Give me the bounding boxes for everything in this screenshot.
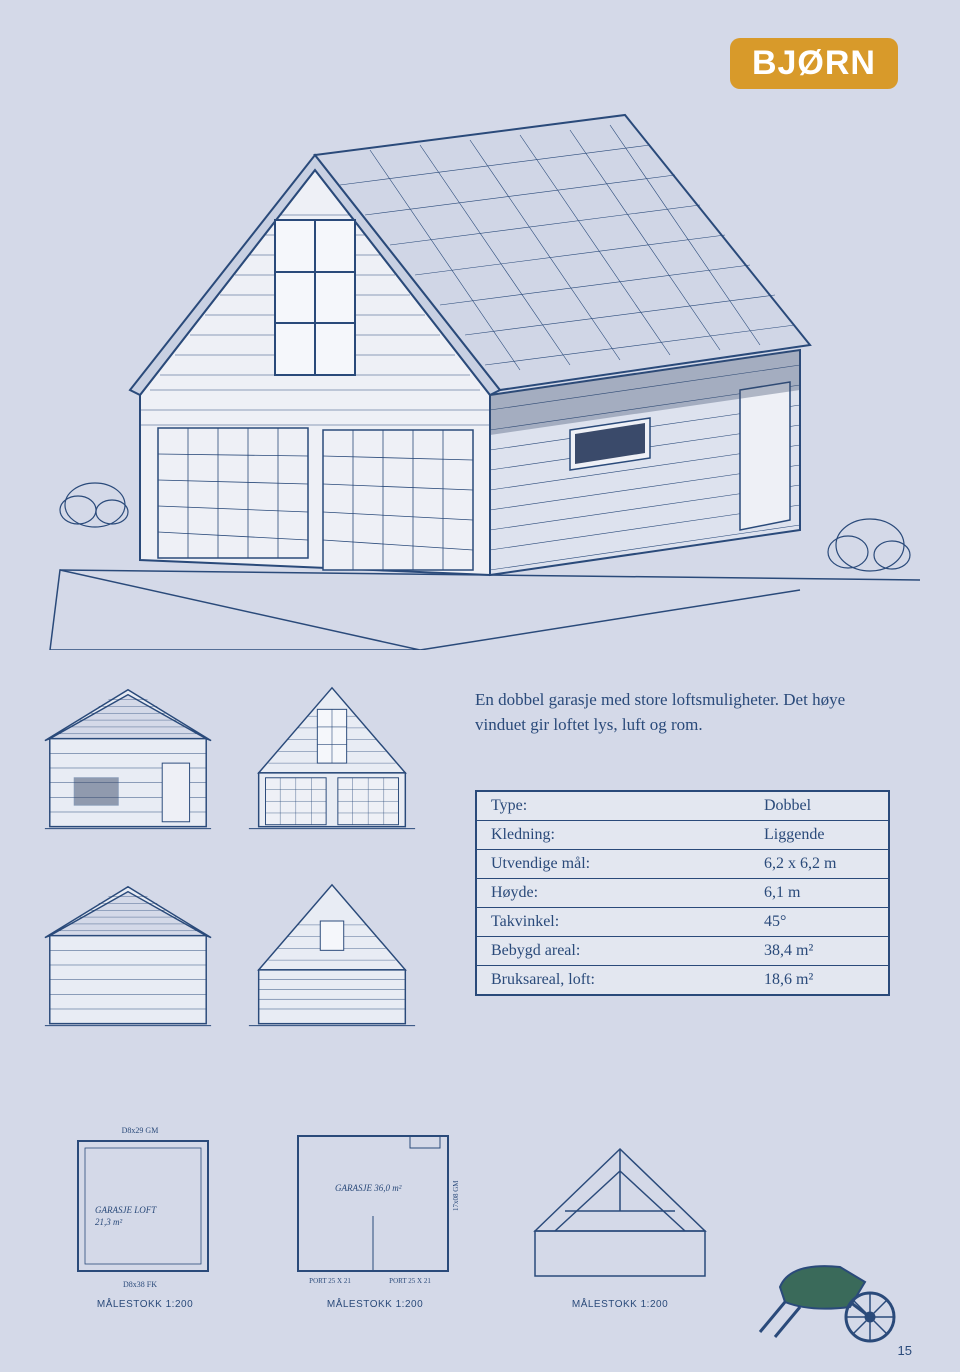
elevation-front [244, 680, 420, 846]
svg-text:PORT 25 X 21: PORT 25 X 21 [389, 1277, 431, 1285]
spec-label: Kledning: [491, 826, 764, 844]
spec-value: 18,6 m² [764, 971, 874, 989]
spec-label: Type: [491, 797, 764, 815]
spec-value: Dobbel [764, 797, 874, 815]
plan-section: MÅLESTOKK 1:200 [520, 1141, 720, 1310]
spec-row: Takvinkel: 45° [477, 908, 888, 937]
spec-label: Høyde: [491, 884, 764, 902]
svg-text:GARASJE LOFT: GARASJE LOFT [95, 1205, 157, 1215]
model-name-badge: BJØRN [730, 38, 898, 89]
spec-value: 38,4 m² [764, 942, 874, 960]
spec-row: Type: Dobbel [477, 792, 888, 821]
plan-caption: MÅLESTOKK 1:200 [327, 1299, 423, 1310]
plan-ground: GARASJE 36,0 m² PORT 25 X 21 PORT 25 X 2… [280, 1121, 470, 1310]
spec-row: Kledning: Liggende [477, 821, 888, 850]
spec-label: Takvinkel: [491, 913, 764, 931]
svg-text:GARASJE 36,0 m²: GARASJE 36,0 m² [335, 1183, 402, 1193]
spec-table: Type: Dobbel Kledning: Liggende Utvendig… [475, 790, 890, 996]
plan-caption: MÅLESTOKK 1:200 [572, 1299, 668, 1310]
spec-value: 45° [764, 913, 874, 931]
page-number: 15 [898, 1343, 912, 1358]
spec-row: Bruksareal, loft: 18,6 m² [477, 966, 888, 994]
elevation-thumbnails [40, 680, 420, 1050]
spec-label: Bebygd areal: [491, 942, 764, 960]
svg-text:17x08 GM: 17x08 GM [452, 1180, 460, 1211]
spec-row: Høyde: 6,1 m [477, 879, 888, 908]
spec-label: Utvendige mål: [491, 855, 764, 873]
floor-plans: D8x29 GM GARASJE LOFT 21,3 m² D8x38 FK M… [60, 1100, 780, 1310]
product-description: En dobbel garasje med store loftsmulighe… [475, 688, 890, 737]
spec-row: Bebygd areal: 38,4 m² [477, 937, 888, 966]
spec-label: Bruksareal, loft: [491, 971, 764, 989]
spec-value: 6,1 m [764, 884, 874, 902]
spec-row: Utvendige mål: 6,2 x 6,2 m [477, 850, 888, 879]
elevation-side-right [40, 877, 216, 1043]
spec-value: 6,2 x 6,2 m [764, 855, 874, 873]
elevation-rear [244, 877, 420, 1043]
elevation-side-left [40, 680, 216, 846]
wheelbarrow-icon [750, 1232, 920, 1352]
plan-caption: MÅLESTOKK 1:200 [97, 1299, 193, 1310]
svg-text:PORT 25 X 21: PORT 25 X 21 [309, 1277, 351, 1285]
plan-loft: D8x29 GM GARASJE LOFT 21,3 m² D8x38 FK M… [60, 1121, 230, 1310]
hero-garage-illustration [40, 90, 920, 650]
spec-value: Liggende [764, 826, 874, 844]
svg-text:21,3 m²: 21,3 m² [95, 1217, 122, 1227]
dim-top: D8x29 GM [122, 1126, 159, 1135]
svg-text:D8x38 FK: D8x38 FK [123, 1280, 157, 1289]
